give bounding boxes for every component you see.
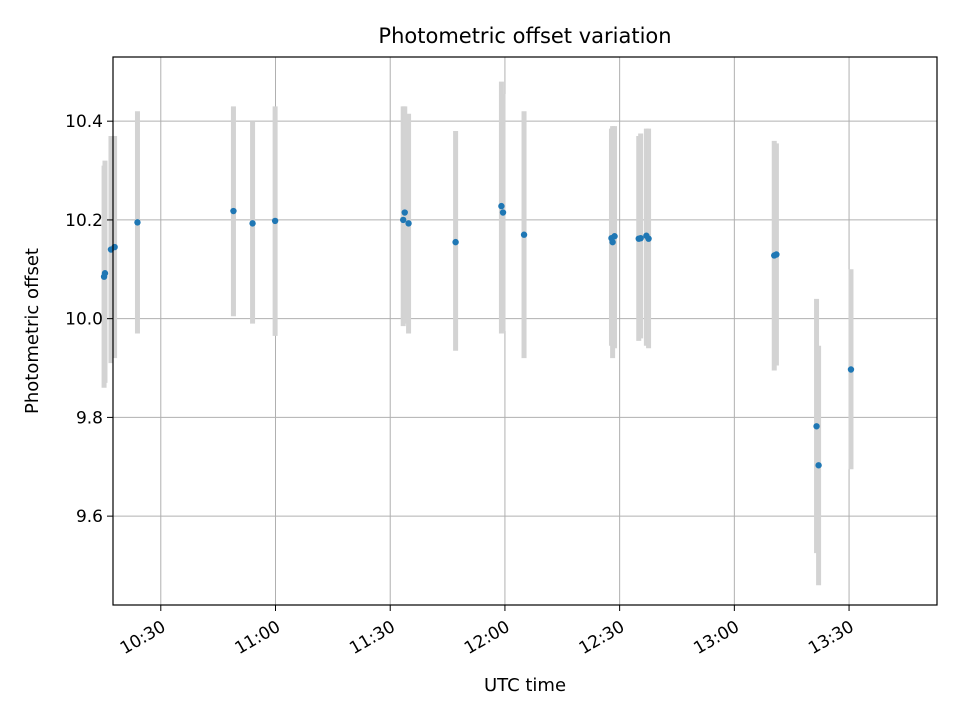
y-tick-label: 10.4: [65, 112, 103, 132]
x-tick-label: 13:00: [690, 617, 742, 659]
data-point: [611, 233, 618, 240]
data-point: [134, 219, 141, 226]
error-bars: [101, 81, 854, 586]
data-point: [249, 220, 256, 227]
y-tick-label: 10.0: [65, 310, 103, 330]
data-point: [401, 209, 408, 216]
data-points: [100, 202, 855, 469]
x-tick-label: 13:30: [805, 617, 857, 659]
data-point: [813, 423, 820, 430]
x-tick-label: 12:00: [461, 617, 513, 659]
x-axis-label: UTC time: [484, 675, 566, 696]
y-tick-label: 9.6: [76, 507, 103, 527]
data-point: [773, 251, 780, 258]
data-point: [271, 217, 279, 225]
x-tick-label: 10:30: [117, 617, 169, 659]
data-point: [405, 220, 412, 227]
data-point: [498, 202, 505, 210]
plot-area-frame: [112, 56, 938, 606]
y-tick-label: 10.2: [65, 211, 103, 231]
data-point: [815, 462, 822, 469]
y-axis-ticks: 9.6 9.8 10.0 10.2 10.4: [65, 112, 113, 527]
x-tick-label: 11:30: [346, 617, 398, 659]
data-point: [230, 207, 237, 215]
data-point: [847, 366, 855, 373]
data-point: [101, 270, 109, 277]
data-point: [452, 238, 459, 246]
data-point: [499, 209, 507, 216]
x-axis-ticks: 10:30 11:00 11:30 12:00 12:30 13:00 13:30: [117, 605, 858, 659]
data-point: [637, 234, 644, 242]
data-point: [609, 238, 616, 246]
data-point: [645, 235, 652, 242]
y-tick-label: 9.8: [76, 408, 103, 428]
x-tick-label: 11:00: [232, 617, 284, 659]
chart-title: Photometric offset variation: [378, 24, 671, 48]
y-axis-label: Photometric offset: [22, 248, 43, 414]
data-point: [520, 231, 528, 238]
data-point: [111, 243, 118, 251]
data-point: [400, 216, 407, 224]
x-tick-label: 12:30: [576, 617, 628, 659]
